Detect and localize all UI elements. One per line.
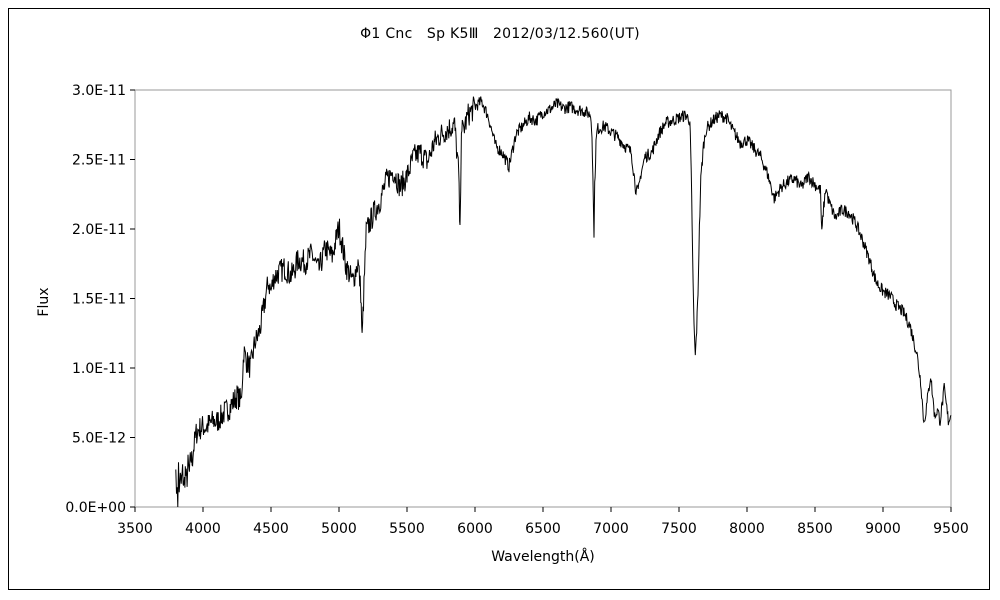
- x-tick-label: 4500: [253, 521, 289, 537]
- x-tick-label: 8000: [729, 521, 765, 537]
- flux-series-line: [175, 96, 952, 508]
- x-tick-label: 9500: [933, 521, 969, 537]
- x-tick-label: 3500: [117, 521, 153, 537]
- y-tick-label: 1.5E-11: [72, 292, 126, 308]
- x-tick-label: 5000: [321, 521, 357, 537]
- x-tick-label: 6500: [525, 521, 561, 537]
- plot-area: [134, 89, 952, 508]
- y-tick-label: 0.0E+00: [65, 500, 126, 516]
- x-axis-label: Wavelength(Å): [491, 549, 595, 565]
- chart-title: Φ1 Cnc Sp K5Ⅲ 2012/03/12.560(UT): [360, 26, 640, 42]
- y-tick-label: 5.0E-12: [72, 431, 126, 447]
- chart-frame: [8, 8, 990, 590]
- x-ticks: 3500 4000 4500 5000 5500 6000 6500 7000 7500 8000…: [117, 507, 969, 537]
- x-tick-label: 9000: [865, 521, 901, 537]
- x-tick-label: 6000: [457, 521, 493, 537]
- y-tick-label: 1.0E-11: [72, 361, 126, 377]
- x-tick-label: 7500: [661, 521, 697, 537]
- y-tick-label: 2.5E-11: [72, 153, 126, 169]
- y-ticks: 0.0E+00 5.0E-12 1.0E-11 1.5E-11 2.0E-11 2.5E-…: [65, 83, 135, 516]
- x-tick-label: 4000: [185, 521, 221, 537]
- x-tick-label: 5500: [389, 521, 425, 537]
- x-tick-label: 7000: [593, 521, 629, 537]
- y-tick-label: 2.0E-11: [72, 222, 126, 238]
- x-tick-label: 8500: [797, 521, 833, 537]
- y-tick-label: 3.0E-11: [72, 83, 126, 99]
